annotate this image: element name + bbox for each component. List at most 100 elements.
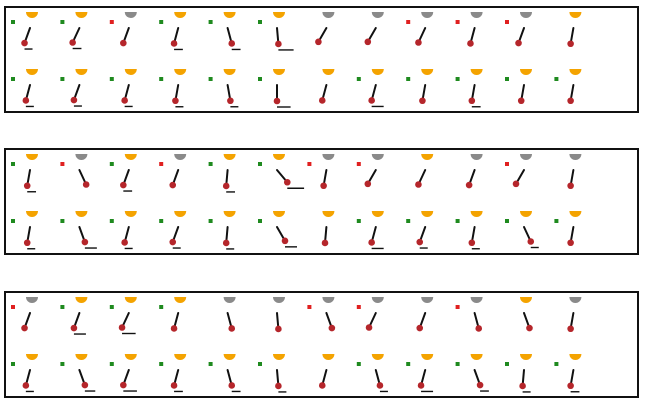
status-marker xyxy=(505,77,509,81)
pendulum-frame xyxy=(356,211,384,250)
status-marker xyxy=(455,362,460,366)
goal-half-disc xyxy=(569,154,582,160)
pendulum-frame xyxy=(60,69,88,107)
goal-half-disc xyxy=(569,69,582,75)
goal-half-disc xyxy=(223,211,236,217)
pendulum-frame xyxy=(567,154,582,190)
status-marker xyxy=(11,77,15,81)
pendulum-frame xyxy=(406,12,434,46)
status-marker xyxy=(505,219,509,223)
goal-half-disc xyxy=(75,354,88,360)
goal-half-disc xyxy=(124,211,137,217)
pendulum-bob xyxy=(81,381,89,389)
goal-half-disc xyxy=(26,354,38,360)
pendulum-frame xyxy=(406,69,434,105)
pendulum-bob xyxy=(23,182,31,190)
pendulum-frame xyxy=(109,297,137,335)
pendulum-frame xyxy=(60,154,90,188)
status-marker xyxy=(258,362,262,366)
pendulum-frame xyxy=(208,69,239,108)
pendulum-bob xyxy=(121,239,128,246)
pendulum-bob xyxy=(364,38,372,46)
pendulum-bob xyxy=(70,324,78,332)
pendulum-frame xyxy=(258,69,291,108)
status-marker xyxy=(159,362,164,366)
pendulum-bob xyxy=(169,181,177,189)
pendulum-frame xyxy=(109,211,137,250)
goal-half-disc xyxy=(421,154,434,160)
pendulum-bob xyxy=(415,39,422,46)
pendulum-frame xyxy=(258,12,294,51)
status-marker xyxy=(455,20,460,24)
status-marker xyxy=(554,219,559,223)
pendulum-frame xyxy=(465,154,483,189)
pendulum-bob xyxy=(318,97,326,104)
pendulum-frame xyxy=(554,354,582,393)
goal-half-disc xyxy=(273,211,285,217)
status-marker xyxy=(406,362,411,366)
pendulum-frame xyxy=(315,12,335,46)
status-marker xyxy=(60,219,65,223)
pendulum-bob xyxy=(120,181,127,189)
status-marker xyxy=(505,162,509,166)
pendulum-bob xyxy=(567,97,574,105)
pendulum-frame xyxy=(356,69,384,108)
status-marker xyxy=(208,20,213,24)
goal-half-disc xyxy=(371,297,384,303)
goal-half-disc xyxy=(223,354,236,360)
goal-half-disc xyxy=(470,12,483,18)
pendulum-bob xyxy=(527,238,535,245)
status-marker xyxy=(159,162,164,166)
pendulum-frame xyxy=(208,354,241,393)
pendulum-bob xyxy=(368,97,375,104)
goal-half-disc xyxy=(421,69,434,75)
pendulum-bob xyxy=(228,40,236,47)
goal-half-disc xyxy=(322,69,335,75)
pendulum-bob xyxy=(416,324,424,332)
status-marker xyxy=(11,305,15,309)
pendulum-frame xyxy=(356,154,384,188)
pendulum-frame xyxy=(520,297,533,332)
status-marker xyxy=(208,162,213,166)
pendulum-bob xyxy=(376,382,384,389)
pendulum-frame xyxy=(554,69,582,105)
pendulum-frame xyxy=(567,297,582,333)
status-marker xyxy=(258,77,262,81)
pendulum-frame xyxy=(554,211,582,247)
status-marker xyxy=(307,305,312,309)
pendulum-bob xyxy=(22,97,30,104)
pendulum-bob xyxy=(170,40,178,47)
pendulum-frame xyxy=(109,154,137,192)
status-marker xyxy=(505,20,509,24)
goal-half-disc xyxy=(371,12,384,18)
pendulum-strip-2 xyxy=(4,148,639,255)
goal-half-disc xyxy=(174,297,187,303)
status-marker xyxy=(109,20,114,24)
pendulum-bob xyxy=(275,382,282,390)
pendulum-frame xyxy=(11,12,38,50)
goal-half-disc xyxy=(75,69,88,75)
pendulum-frame xyxy=(273,297,285,333)
pendulum-bob xyxy=(281,237,289,245)
status-marker xyxy=(356,77,361,81)
pendulum-frame xyxy=(455,12,483,47)
status-marker xyxy=(406,219,411,223)
pendulum-frame xyxy=(505,354,532,393)
pendulum-frame xyxy=(455,69,483,108)
pendulum-frame xyxy=(60,12,88,50)
goal-half-disc xyxy=(273,69,285,75)
pendulum-bob xyxy=(275,40,282,48)
pendulum-frame xyxy=(455,354,489,392)
status-marker xyxy=(11,162,15,166)
pendulum-frame xyxy=(415,154,434,188)
status-marker xyxy=(258,219,262,223)
pendulum-frame xyxy=(505,154,532,188)
goal-half-disc xyxy=(26,69,38,75)
pendulum-frame xyxy=(60,297,88,335)
status-marker xyxy=(109,77,114,81)
goal-half-disc xyxy=(421,354,434,360)
goal-half-disc xyxy=(26,12,38,18)
pendulum-frame xyxy=(60,354,96,392)
pendulum-frame xyxy=(11,69,38,108)
pendulum-frame xyxy=(11,154,38,193)
